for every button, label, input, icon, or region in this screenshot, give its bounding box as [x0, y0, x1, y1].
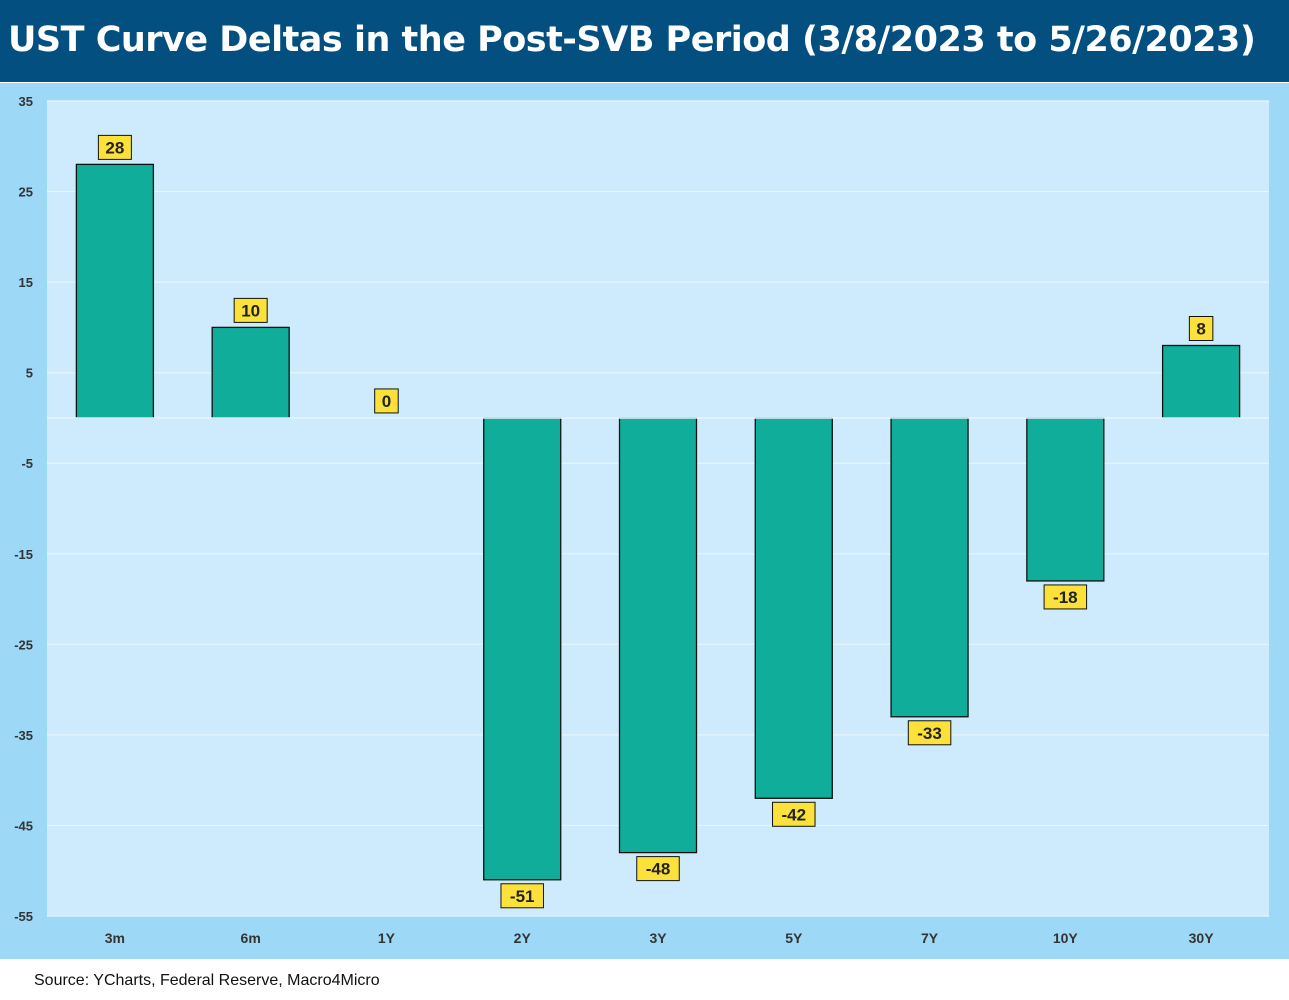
data-label-box	[97, 134, 132, 160]
bar-2y	[483, 417, 562, 881]
x-tick-label: 10Y	[1053, 930, 1079, 946]
bar-6m	[211, 326, 290, 419]
data-label-box	[907, 720, 952, 746]
x-tick-label: 1Y	[378, 930, 396, 946]
bars	[75, 163, 1241, 881]
x-tick-label: 5Y	[785, 930, 803, 946]
bar-3m	[75, 163, 155, 419]
data-label-text: 28	[105, 138, 124, 157]
x-tick-label: 2Y	[514, 930, 532, 946]
y-tick-label: -5	[21, 456, 33, 471]
source-note: Source: YCharts, Federal Reserve, Macro4…	[34, 972, 380, 989]
data-label: -33	[907, 720, 952, 746]
bar-5y	[754, 417, 833, 799]
data-label-box	[374, 388, 399, 414]
y-tick-label: 5	[26, 366, 33, 381]
bar-10y	[1026, 417, 1105, 582]
x-axis-tick-labels: 3m 6m 1Y 2Y 3Y 5Y 7Y 10Y 30Y	[105, 930, 1214, 946]
data-label-text: -42	[781, 805, 806, 824]
chart-title: UST Curve Deltas in the Post-SVB Period …	[8, 20, 1256, 60]
x-tick-label: 3Y	[649, 930, 667, 946]
x-tick-label: 6m	[241, 930, 261, 946]
x-tick-label: 30Y	[1189, 930, 1215, 946]
title-bar: UST Curve Deltas in the Post-SVB Period …	[0, 0, 1289, 82]
data-labels: 28 10 0 -51 -48 -42 -33 -18 8	[97, 134, 1214, 909]
y-tick-label: -25	[14, 637, 33, 652]
x-tick-label: 3m	[105, 930, 125, 946]
footer: Source: YCharts, Federal Reserve, Macro4…	[0, 959, 1289, 1000]
data-label: -51	[500, 883, 544, 909]
bar-7y	[890, 417, 969, 718]
data-label: 10	[233, 297, 268, 323]
y-tick-label: 15	[19, 275, 33, 290]
data-label-text: -33	[917, 724, 942, 743]
data-label: 8	[1188, 316, 1214, 341]
data-label-box	[1043, 584, 1088, 610]
data-label-text: 0	[382, 392, 391, 411]
data-label: -42	[772, 801, 816, 827]
data-label: -48	[636, 856, 680, 882]
y-axis-tick-labels: 35 25 15 5 -5 -15 -25 -35 -45 -55	[14, 94, 33, 924]
data-label-box	[500, 883, 544, 909]
y-tick-label: -15	[14, 547, 33, 562]
bar-chart: 35 25 15 5 -5 -15 -25 -35 -45 -55 3m 6m 1Y 2Y 3Y 5Y 7Y 1…	[14, 94, 1269, 946]
data-label-text: -48	[646, 860, 671, 879]
bar-30y	[1161, 344, 1241, 419]
x-tick-label: 7Y	[921, 930, 939, 946]
data-label-text: -51	[510, 887, 535, 906]
y-tick-label: 35	[19, 94, 33, 109]
y-tick-label: -45	[14, 818, 33, 833]
data-label-box	[233, 297, 268, 323]
data-label: 0	[374, 388, 399, 414]
data-label: -18	[1043, 584, 1088, 610]
data-label: 28	[97, 134, 132, 160]
data-label-text: 8	[1196, 320, 1205, 339]
y-tick-label: -35	[14, 728, 33, 743]
data-label-box	[636, 856, 680, 882]
y-tick-label: 25	[19, 185, 33, 200]
data-label-box	[1188, 316, 1214, 341]
y-tick-label: -55	[14, 909, 33, 924]
data-label-box	[772, 801, 816, 827]
bar-3y	[618, 417, 698, 854]
data-label-text: -18	[1053, 588, 1078, 607]
chart-frame: 35 25 15 5 -5 -15 -25 -35 -45 -55 3m 6m 1Y 2Y 3Y 5Y 7Y 1…	[0, 83, 1289, 959]
data-label-text: 10	[241, 301, 260, 320]
